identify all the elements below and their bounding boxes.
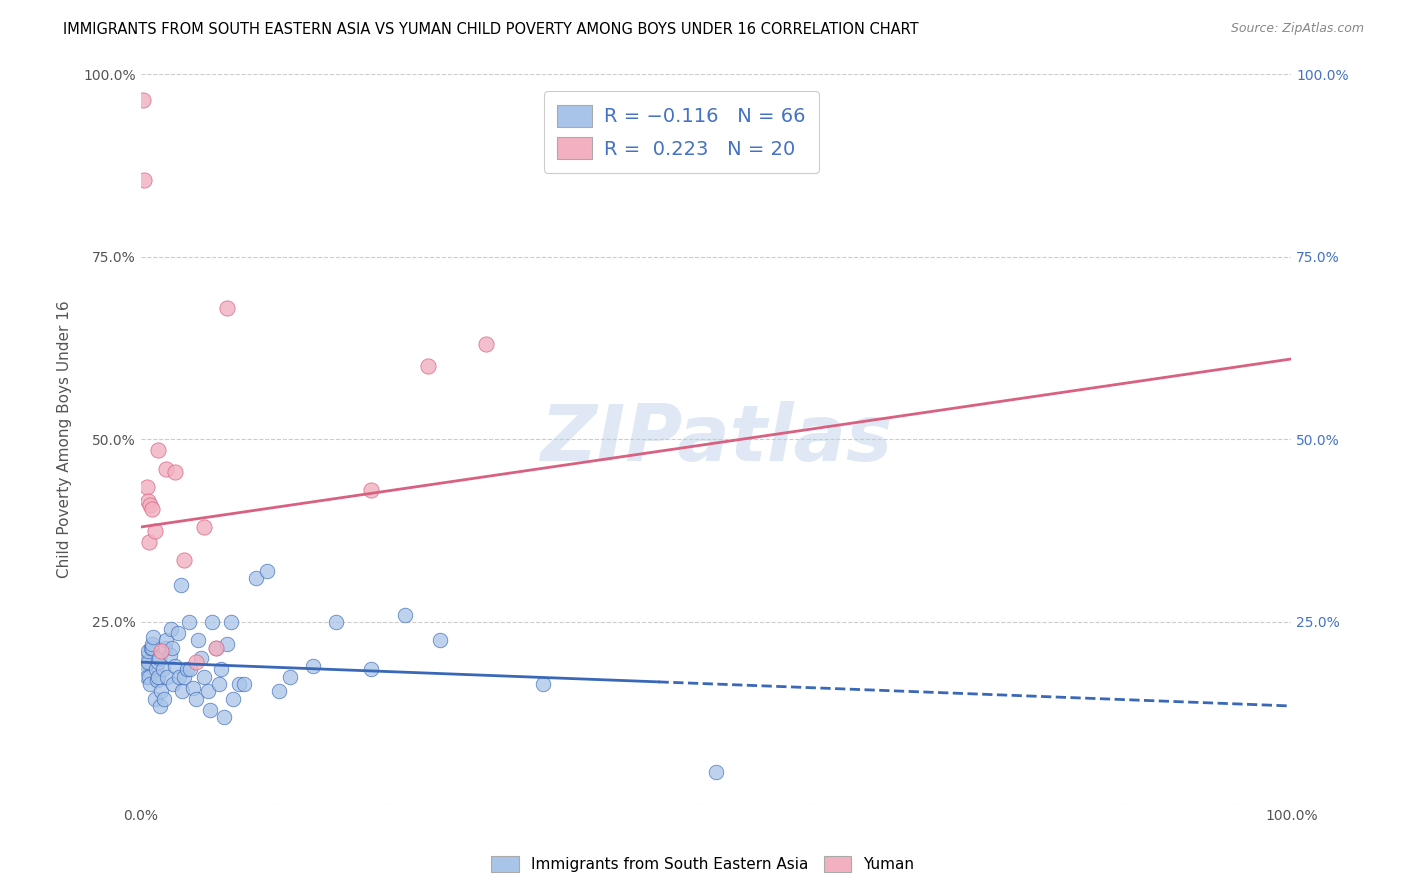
Point (172, 684, 194, 698)
Point (156, 670, 179, 684)
Point (143, 691, 166, 706)
Point (187, 633, 209, 648)
Point (212, 710, 235, 724)
Point (429, 633, 451, 648)
Point (162, 677, 184, 691)
Point (159, 622, 181, 636)
Point (138, 534, 160, 549)
Point (155, 461, 177, 475)
Point (198, 703, 221, 717)
Point (138, 670, 160, 684)
Point (197, 684, 219, 698)
Point (176, 663, 198, 677)
Point (150, 684, 173, 698)
Point (135, 480, 157, 494)
Point (135, 670, 157, 684)
Text: IMMIGRANTS FROM SOUTH EASTERN ASIA VS YUMAN CHILD POVERTY AMONG BOYS UNDER 16 CO: IMMIGRANTS FROM SOUTH EASTERN ASIA VS YU… (63, 22, 920, 37)
Point (267, 684, 290, 698)
Point (132, 93, 155, 107)
Point (152, 691, 174, 706)
Point (146, 443, 169, 458)
Point (160, 640, 183, 655)
Point (394, 607, 416, 622)
Point (134, 173, 156, 187)
Point (204, 640, 226, 655)
Point (136, 644, 159, 658)
Point (215, 301, 238, 315)
Point (145, 663, 167, 677)
Point (143, 524, 166, 538)
Point (146, 673, 169, 688)
Text: ZIPatlas: ZIPatlas (540, 401, 893, 477)
Point (141, 637, 163, 651)
Point (475, 337, 498, 351)
Point (141, 640, 163, 655)
Point (141, 501, 163, 516)
Point (165, 658, 187, 673)
Point (184, 691, 207, 706)
Point (173, 553, 195, 567)
Point (159, 648, 181, 662)
Point (533, 677, 555, 691)
Point (302, 658, 325, 673)
Point (181, 681, 204, 695)
Point (209, 663, 232, 677)
Point (418, 359, 440, 374)
Point (193, 520, 215, 534)
Point (134, 651, 156, 665)
Point (152, 663, 174, 677)
Point (136, 494, 159, 508)
Point (228, 677, 250, 691)
Point (360, 663, 382, 677)
Point (165, 465, 187, 479)
Point (134, 663, 156, 677)
Point (148, 651, 170, 665)
Point (704, 764, 727, 779)
Point (201, 615, 224, 629)
Point (193, 670, 215, 684)
Point (204, 640, 226, 655)
Point (184, 655, 207, 669)
Point (146, 670, 169, 684)
Point (132, 655, 155, 669)
Point (166, 626, 188, 640)
Point (142, 630, 165, 644)
Point (280, 670, 302, 684)
Point (325, 615, 347, 629)
Point (219, 615, 242, 629)
Legend: Immigrants from South Eastern Asia, Yuman: Immigrants from South Eastern Asia, Yuma… (484, 848, 922, 880)
Point (222, 691, 245, 706)
Point (136, 655, 159, 669)
Point (153, 640, 176, 655)
Point (179, 663, 201, 677)
Point (233, 677, 256, 691)
Point (173, 670, 195, 684)
Point (170, 578, 193, 592)
Point (139, 640, 162, 655)
Point (167, 670, 190, 684)
Point (150, 644, 173, 658)
Point (190, 651, 212, 665)
Point (149, 698, 172, 713)
Point (256, 564, 278, 578)
Point (245, 571, 267, 585)
Legend: R = −0.116   N = 66, R =  0.223   N = 20: R = −0.116 N = 66, R = 0.223 N = 20 (544, 91, 820, 173)
Point (155, 633, 177, 648)
Text: Source: ZipAtlas.com: Source: ZipAtlas.com (1230, 22, 1364, 36)
Point (208, 677, 231, 691)
Y-axis label: Child Poverty Among Boys Under 16: Child Poverty Among Boys Under 16 (58, 301, 72, 578)
Point (177, 615, 200, 629)
Point (215, 637, 238, 651)
Point (139, 498, 162, 512)
Point (360, 483, 382, 498)
Point (139, 677, 162, 691)
Point (146, 655, 169, 669)
